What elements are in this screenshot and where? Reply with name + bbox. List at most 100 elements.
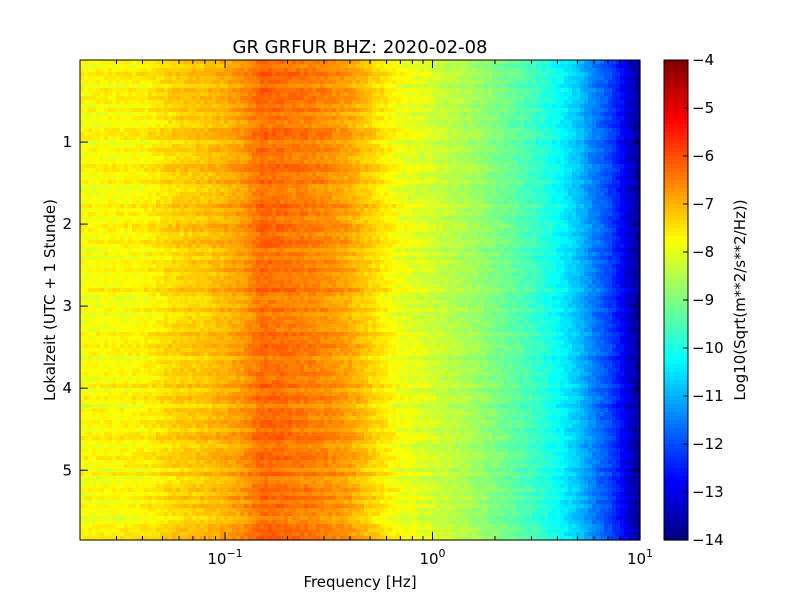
heatmap-cell: [196, 96, 201, 101]
heatmap-cell: [108, 196, 113, 201]
heatmap-cell: [296, 164, 301, 169]
heatmap-cell: [156, 68, 161, 73]
heatmap-cell: [424, 68, 429, 73]
heatmap-cell: [80, 184, 85, 189]
heatmap-cell: [480, 188, 485, 193]
heatmap-cell: [236, 116, 241, 121]
heatmap-cell: [388, 196, 393, 201]
heatmap-cell: [172, 132, 177, 137]
heatmap-cell: [332, 80, 337, 85]
heatmap-cell: [620, 168, 625, 173]
heatmap-cell: [340, 148, 345, 153]
heatmap-cell: [100, 164, 105, 169]
heatmap-cell: [560, 180, 565, 185]
heatmap-cell: [224, 160, 229, 165]
heatmap-cell: [576, 68, 581, 73]
heatmap-cell: [152, 96, 157, 101]
heatmap-cell: [292, 180, 297, 185]
heatmap-cell: [360, 124, 365, 129]
heatmap-cell: [372, 196, 377, 201]
heatmap-cell: [276, 80, 281, 85]
heatmap-cell: [308, 132, 313, 137]
heatmap-cell: [416, 148, 421, 153]
heatmap-cell: [408, 128, 413, 133]
heatmap-cell: [552, 120, 557, 125]
heatmap-cell: [300, 88, 305, 93]
heatmap-cell: [336, 132, 341, 137]
heatmap-cell: [496, 116, 501, 121]
heatmap-cell: [476, 184, 481, 189]
heatmap-cell: [480, 164, 485, 169]
heatmap-cell: [200, 112, 205, 117]
heatmap-cell: [252, 80, 257, 85]
heatmap-cell: [408, 100, 413, 105]
heatmap-cell: [240, 172, 245, 177]
heatmap-cell: [188, 80, 193, 85]
heatmap-cell: [320, 84, 325, 89]
heatmap-cell: [316, 148, 321, 153]
heatmap-cell: [624, 168, 629, 173]
heatmap-cell: [404, 168, 409, 173]
heatmap-cell: [148, 80, 153, 85]
heatmap-cell: [180, 112, 185, 117]
heatmap-cell: [612, 84, 617, 89]
heatmap-cell: [292, 132, 297, 137]
heatmap-cell: [448, 132, 453, 137]
heatmap-cell: [440, 72, 445, 77]
heatmap-cell: [96, 76, 101, 81]
heatmap-cell: [104, 84, 109, 89]
heatmap-cell: [404, 200, 409, 205]
heatmap-cell: [560, 96, 565, 101]
heatmap-cell: [488, 192, 493, 197]
heatmap-cell: [472, 96, 477, 101]
heatmap-cell: [156, 172, 161, 177]
heatmap-cell: [476, 136, 481, 141]
heatmap-cell: [204, 160, 209, 165]
heatmap-cell: [264, 72, 269, 77]
heatmap-cell: [348, 148, 353, 153]
heatmap-cell: [504, 128, 509, 133]
heatmap-cell: [320, 124, 325, 129]
heatmap-cell: [192, 80, 197, 85]
heatmap-cell: [128, 72, 133, 77]
heatmap-cell: [452, 80, 457, 85]
heatmap-cell: [308, 84, 313, 89]
heatmap-cell: [404, 128, 409, 133]
heatmap-cell: [152, 200, 157, 205]
heatmap-cell: [448, 104, 453, 109]
heatmap-cell: [544, 96, 549, 101]
heatmap-cell: [564, 100, 569, 105]
heatmap-cell: [384, 160, 389, 165]
heatmap-cell: [288, 116, 293, 121]
heatmap-cell: [284, 76, 289, 81]
heatmap-cell: [416, 192, 421, 197]
heatmap-cell: [148, 140, 153, 145]
heatmap-cell: [620, 112, 625, 117]
heatmap-cell: [596, 144, 601, 149]
heatmap-cell: [460, 188, 465, 193]
heatmap-cell: [476, 148, 481, 153]
heatmap-cell: [92, 196, 97, 201]
heatmap-cell: [540, 136, 545, 141]
heatmap-cell: [476, 156, 481, 161]
heatmap-cell: [424, 124, 429, 129]
heatmap-cell: [456, 152, 461, 157]
heatmap-cell: [380, 108, 385, 113]
heatmap-cell: [388, 176, 393, 181]
heatmap-cell: [380, 104, 385, 109]
heatmap-cell: [600, 68, 605, 73]
heatmap-cell: [604, 168, 609, 173]
heatmap-cell: [192, 100, 197, 105]
heatmap-cell: [364, 176, 369, 181]
heatmap-cell: [560, 76, 565, 81]
heatmap-cell: [308, 64, 313, 69]
heatmap-cell: [412, 148, 417, 153]
heatmap-cell: [456, 96, 461, 101]
heatmap-cell: [628, 88, 633, 93]
heatmap-cell: [300, 156, 305, 161]
heatmap-cell: [580, 136, 585, 141]
heatmap-cell: [436, 100, 441, 105]
heatmap-cell: [584, 140, 589, 145]
heatmap-cell: [84, 148, 89, 153]
heatmap-cell: [216, 120, 221, 125]
